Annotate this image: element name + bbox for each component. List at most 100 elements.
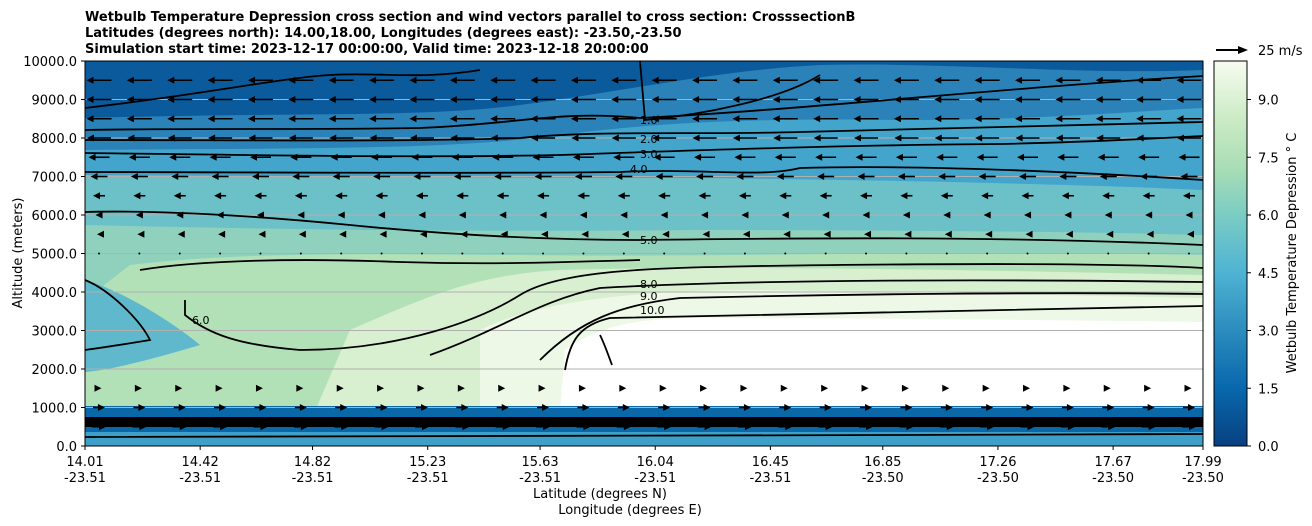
y-tick-label: 4000.0 — [32, 286, 78, 301]
wind-vector-head — [534, 173, 542, 180]
wind-vector-head — [381, 423, 389, 431]
wind-vector — [501, 252, 504, 255]
wind-vector-head — [700, 384, 708, 392]
wind-vector-head — [1185, 211, 1193, 219]
wind-vector-head — [934, 76, 942, 84]
wind-vector-head — [946, 423, 954, 431]
wind-vector-head — [336, 384, 344, 392]
wind-vector-head — [496, 192, 504, 200]
wind-vector-head — [813, 134, 821, 142]
wind-vector-head — [692, 134, 700, 142]
wind-vector-head — [86, 76, 94, 84]
wind-vector — [299, 252, 302, 255]
wind-vector-head — [258, 230, 266, 238]
wind-vector-head — [732, 115, 740, 123]
wind-vector — [865, 252, 868, 255]
wind-vector-head — [337, 211, 345, 219]
wind-vector-head — [539, 211, 547, 219]
wind-vector-head — [704, 423, 712, 431]
wind-vector-head — [734, 153, 742, 161]
wind-vector-head — [696, 173, 704, 180]
wind-vector-head — [219, 404, 227, 411]
wind-vector-head — [340, 404, 348, 411]
wind-vector-head — [1061, 192, 1069, 200]
wind-vector-head — [570, 96, 578, 103]
wind-vector-head — [417, 384, 425, 392]
wind-vector-head — [651, 96, 659, 103]
wind-vector — [703, 252, 706, 255]
wind-vector-head — [1065, 230, 1073, 238]
contour-label-4: 4.0 — [630, 163, 648, 176]
x-tick-label-lat: 15.63 — [521, 455, 558, 470]
wind-vector-head — [532, 153, 540, 161]
wind-vector-head — [1184, 384, 1192, 392]
wind-vector-head — [249, 153, 257, 161]
wind-vector — [1026, 252, 1029, 255]
wind-vector-head — [335, 192, 343, 200]
wind-vector-head — [498, 384, 506, 392]
wind-vector-head — [615, 173, 623, 180]
wind-vector-head — [418, 211, 426, 219]
wind-vector-head — [173, 192, 181, 200]
wind-vector-head — [255, 384, 263, 392]
wind-vector-head — [774, 153, 782, 161]
wind-vector-head — [865, 404, 873, 411]
wind-vector-head — [934, 115, 942, 123]
wind-vector-head — [900, 192, 908, 200]
wind-vector-head — [738, 192, 746, 200]
wind-vector-head — [783, 230, 791, 238]
wind-vector-head — [819, 192, 827, 200]
wind-vector-head — [490, 96, 498, 103]
wind-vector-head — [1015, 96, 1023, 103]
contour-label-2: 2.0 — [640, 133, 658, 146]
wind-vectors — [86, 76, 1202, 431]
wind-vector-head — [692, 115, 700, 123]
wind-vector — [1188, 252, 1190, 255]
wind-vector-head — [1064, 211, 1072, 219]
wind-vector-head — [1140, 173, 1148, 180]
wind-vector-head — [893, 96, 901, 103]
wind-vector-head — [1023, 384, 1031, 392]
wind-vector — [340, 252, 343, 255]
wind-vector-head — [90, 173, 98, 180]
wind-vector-head — [1017, 153, 1025, 161]
wind-vector-head — [208, 134, 216, 142]
contour-line-6 — [184, 263, 1203, 351]
wind-vector-head — [943, 211, 951, 219]
wind-vector — [259, 252, 262, 255]
wind-vector — [1107, 252, 1110, 255]
wind-vector-head — [461, 404, 469, 411]
x-tick-label-lon: -23.51 — [749, 471, 791, 486]
wind-vector-head — [817, 173, 825, 180]
x-tick-label-lat: 15.23 — [409, 455, 446, 470]
wind-vector-head — [861, 384, 869, 392]
wind-vector-head — [1136, 115, 1144, 123]
wind-vector-head — [299, 404, 307, 411]
wind-vector-head — [663, 404, 671, 411]
wind-vector-head — [248, 134, 256, 142]
wind-vector-head — [740, 384, 748, 392]
wind-vector-head — [934, 134, 942, 142]
wind-vector — [1147, 252, 1150, 255]
wind-vector-head — [456, 192, 464, 200]
wind-vector-head — [853, 76, 861, 84]
wind-vector-head — [1019, 173, 1027, 180]
wind-vector-head — [1189, 423, 1196, 431]
wind-vector-head — [902, 211, 910, 219]
colorbar — [1213, 60, 1248, 447]
y-tick-label: 6000.0 — [32, 209, 78, 224]
wind-vector-head — [490, 115, 498, 123]
wind-vector-head — [651, 76, 659, 84]
wind-vector-head — [1015, 115, 1023, 123]
wind-vector-head — [126, 96, 134, 103]
wind-vector-head — [974, 115, 982, 123]
wind-vector-head — [500, 230, 508, 238]
wind-vector — [98, 252, 100, 255]
wind-vector-head — [1015, 76, 1023, 84]
wind-vector-head — [211, 173, 219, 180]
contour-line-10 — [564, 305, 1203, 371]
wind-vector-head — [88, 153, 96, 161]
filled-contour-field — [85, 61, 1203, 446]
wind-vector-head — [781, 211, 789, 219]
